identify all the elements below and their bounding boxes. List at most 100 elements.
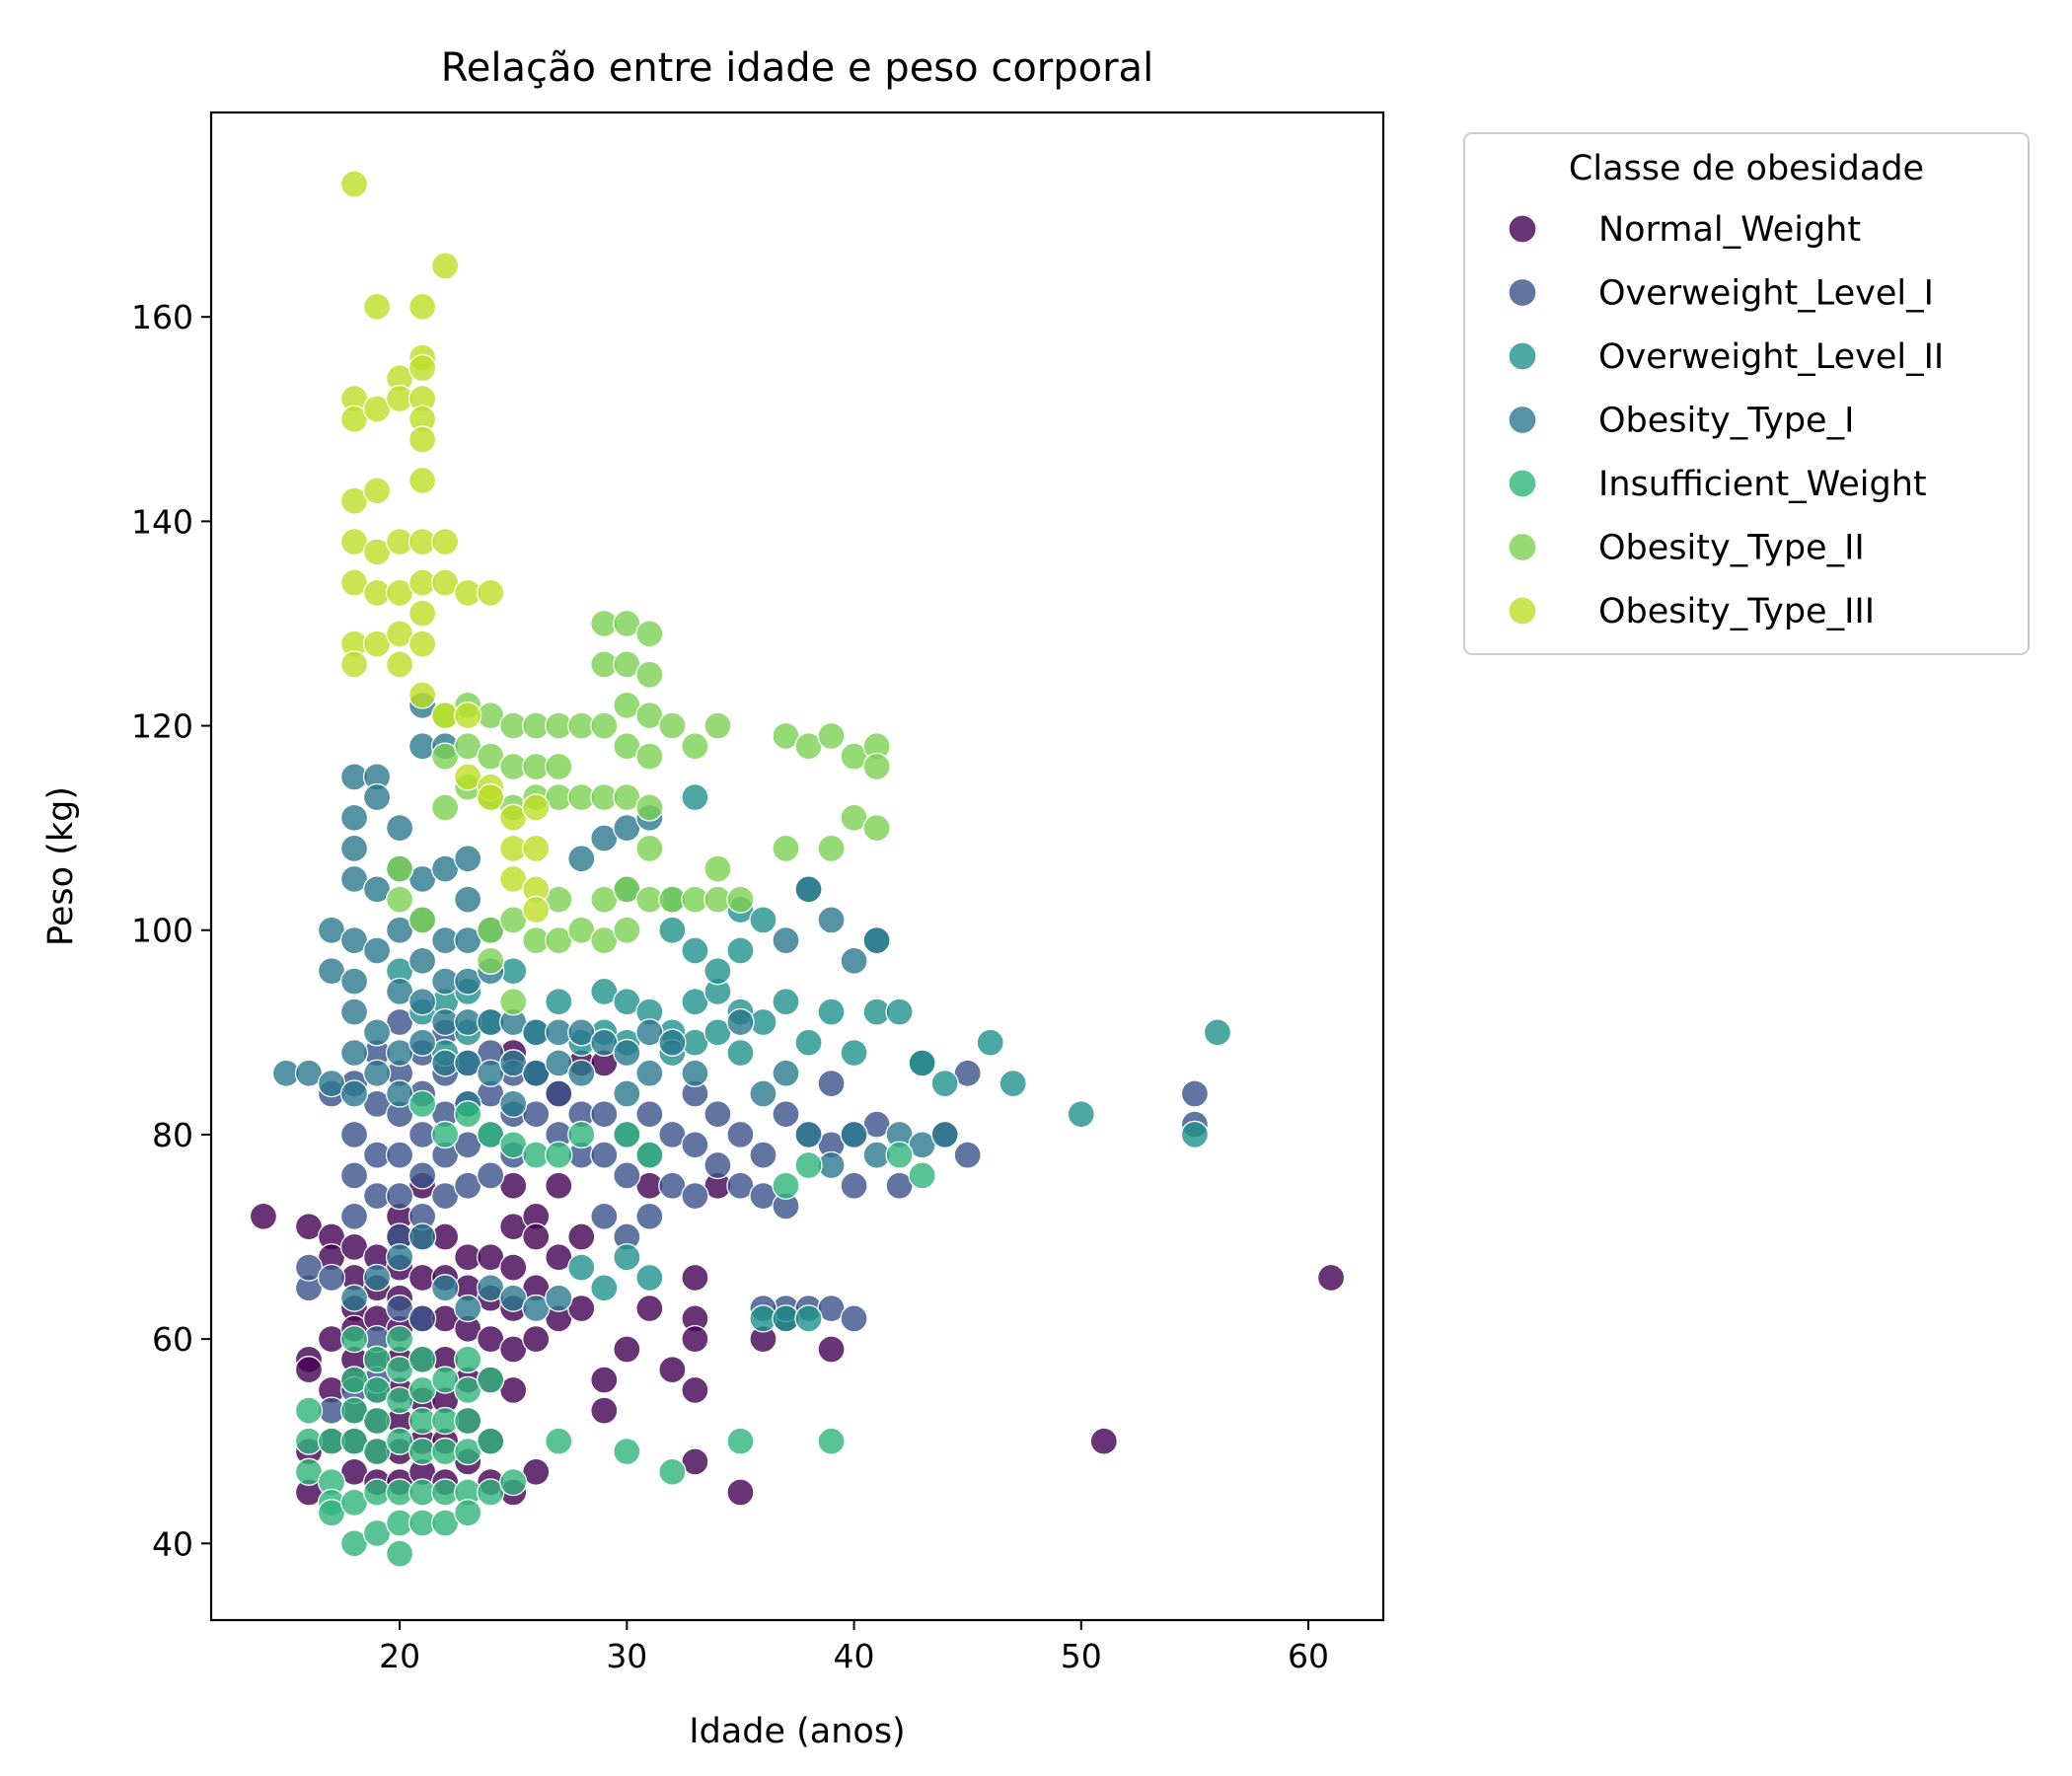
point-obesity-type-i	[772, 1059, 800, 1087]
point-obesity-type-i	[362, 936, 392, 965]
legend-marker	[1508, 405, 1537, 435]
point-overweight-level-ii	[1180, 1120, 1210, 1149]
point-overweight-level-i	[407, 1161, 437, 1190]
point-overweight-level-ii	[999, 1069, 1027, 1098]
point-obesity-type-ii	[407, 906, 437, 934]
point-overweight-level-ii	[840, 1038, 868, 1068]
point-overweight-level-i	[339, 1120, 369, 1149]
point-obesity-type-i	[862, 925, 891, 955]
point-normal-weight	[590, 1396, 619, 1425]
point-insufficient-weight	[362, 1406, 392, 1436]
point-overweight-level-i	[477, 1161, 505, 1190]
point-overweight-level-ii	[976, 1028, 1004, 1057]
point-normal-weight	[681, 1375, 709, 1405]
legend-title: Classe de obesidade	[1569, 149, 1924, 188]
point-obesity-type-ii	[658, 711, 687, 740]
legend-marker	[1508, 214, 1537, 244]
point-overweight-level-i	[590, 1141, 619, 1169]
point-normal-weight	[817, 1335, 846, 1364]
legend-marker	[1508, 469, 1537, 498]
point-overweight-level-ii	[794, 1028, 823, 1057]
point-insufficient-weight	[635, 1141, 664, 1169]
point-obesity-type-iii	[407, 629, 437, 658]
point-overweight-level-ii	[590, 1274, 619, 1302]
point-insufficient-weight	[407, 1089, 437, 1119]
point-overweight-level-i	[772, 1100, 800, 1129]
point-insufficient-weight	[454, 1499, 482, 1527]
point-normal-weight	[545, 1171, 573, 1200]
point-insufficient-weight	[454, 1406, 482, 1436]
point-normal-weight	[294, 1356, 324, 1384]
point-insufficient-weight	[885, 1141, 914, 1169]
point-obesity-type-i	[339, 803, 369, 832]
point-overweight-level-ii	[635, 1263, 664, 1293]
point-obesity-type-i	[454, 885, 482, 914]
point-overweight-level-i	[635, 1100, 664, 1129]
point-obesity-type-i	[930, 1120, 959, 1149]
point-insufficient-weight	[545, 1427, 573, 1455]
point-obesity-type-iii	[522, 834, 551, 863]
x-axis-label: Idade (anos)	[689, 1712, 905, 1751]
point-normal-weight	[249, 1202, 278, 1230]
point-obesity-type-iii	[430, 527, 460, 556]
point-overweight-level-ii	[817, 998, 846, 1026]
legend-marker	[1508, 596, 1537, 626]
point-insufficient-weight	[726, 1427, 755, 1455]
point-obesity-type-iii	[339, 650, 369, 679]
legend-marker	[1508, 277, 1537, 308]
point-obesity-type-i	[499, 1089, 528, 1119]
y-tick-label: 100	[131, 912, 193, 950]
point-obesity-type-ii	[703, 854, 732, 883]
legend-label: Obesity_Type_III	[1598, 592, 1875, 631]
point-normal-weight	[522, 1222, 551, 1251]
x-tick-label: 60	[1288, 1637, 1329, 1675]
x-tick-label: 20	[379, 1637, 420, 1675]
legend: Classe de obesidade Normal_Weight Overwei…	[1463, 132, 2030, 655]
point-overweight-level-i	[613, 1161, 641, 1190]
point-obesity-type-i	[407, 988, 437, 1016]
point-obesity-type-i	[339, 1284, 369, 1312]
point-normal-weight	[499, 1253, 528, 1282]
y-axis-label: Peso (kg)	[41, 786, 81, 946]
point-insufficient-weight	[794, 1150, 823, 1180]
point-obesity-type-ii	[430, 793, 460, 822]
point-insufficient-weight	[430, 1120, 460, 1149]
point-obesity-type-ii	[385, 854, 414, 883]
x-tick-label: 30	[606, 1637, 647, 1675]
point-insufficient-weight	[339, 1324, 369, 1354]
point-overweight-level-i	[385, 1181, 414, 1211]
point-overweight-level-i	[339, 1161, 369, 1190]
legend-label: Obesity_Type_I	[1598, 402, 1854, 441]
point-obesity-type-ii	[726, 885, 755, 914]
point-insufficient-weight	[772, 1171, 800, 1200]
point-obesity-type-i	[385, 1243, 414, 1272]
point-insufficient-weight	[908, 1161, 936, 1190]
plot-frame	[209, 111, 1385, 1622]
point-insufficient-weight	[294, 1396, 324, 1425]
point-overweight-level-i	[681, 1131, 709, 1159]
point-obesity-type-i	[385, 814, 414, 843]
point-overweight-level-ii	[545, 988, 573, 1016]
point-normal-weight	[635, 1294, 664, 1323]
point-overweight-level-ii	[681, 782, 709, 812]
point-obesity-type-iii	[407, 353, 437, 383]
point-overweight-level-i	[840, 1304, 868, 1333]
point-obesity-type-ii	[862, 814, 891, 843]
point-obesity-type-i	[794, 875, 823, 904]
point-obesity-type-iii	[362, 292, 392, 321]
point-overweight-level-i	[726, 1120, 755, 1149]
point-obesity-type-ii	[817, 834, 846, 863]
point-obesity-type-ii	[613, 916, 641, 944]
point-obesity-type-i	[454, 845, 482, 873]
point-overweight-level-i	[681, 1181, 709, 1211]
x-tick-label: 50	[1061, 1637, 1102, 1675]
point-obesity-type-ii	[635, 620, 664, 648]
point-overweight-level-ii	[749, 906, 777, 934]
point-overweight-level-ii	[908, 1049, 936, 1077]
point-obesity-type-i	[407, 946, 437, 975]
point-obesity-type-i	[840, 946, 868, 975]
point-obesity-type-iii	[454, 702, 482, 730]
point-obesity-type-iii	[339, 170, 369, 198]
point-normal-weight	[1316, 1263, 1346, 1293]
